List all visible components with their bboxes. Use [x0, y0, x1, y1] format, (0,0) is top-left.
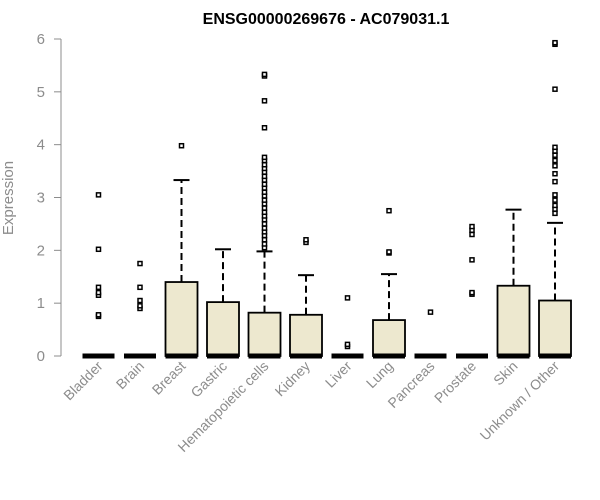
- outlier-point: [137, 284, 143, 291]
- y-tick-label-3: 3: [37, 190, 45, 207]
- outlier-point: [552, 144, 558, 151]
- category-label-9: Prostate: [431, 358, 479, 406]
- box-kidney: [289, 237, 323, 359]
- box-group: [82, 39, 572, 359]
- outlier-point: [261, 125, 268, 131]
- outlier-point: [261, 98, 268, 104]
- outlier-point: [261, 189, 268, 195]
- outlier-point: [469, 289, 475, 296]
- box-skin: [496, 208, 531, 359]
- outlier-point: [552, 202, 558, 209]
- outlier-point: [178, 142, 185, 149]
- outlier-point: [469, 223, 475, 230]
- y-tick-label-0: 0: [37, 348, 45, 365]
- box-body: [289, 313, 323, 357]
- outlier-point: [344, 295, 351, 301]
- outlier-point: [552, 192, 558, 198]
- outlier-point: [261, 237, 268, 243]
- category-label-1: Brain: [113, 358, 147, 392]
- outlier-point: [261, 209, 268, 216]
- outlier-point: [261, 197, 268, 203]
- box-pancreas: [414, 309, 447, 359]
- outlier-point: [95, 284, 102, 291]
- outlier-point: [261, 173, 268, 180]
- box-gastric: [206, 248, 240, 359]
- outlier-point: [261, 154, 268, 161]
- outlier-point: [344, 341, 351, 348]
- outlier-point: [137, 260, 143, 267]
- outlier-point: [95, 246, 102, 253]
- box-body: [372, 319, 406, 357]
- outlier-point: [552, 170, 558, 177]
- y-tick-label-5: 5: [37, 84, 45, 101]
- box-liver: [331, 295, 364, 359]
- outlier-point: [95, 192, 102, 198]
- category-label-5: Kidney: [272, 358, 314, 400]
- outlier-point: [552, 197, 558, 203]
- outlier-point: [261, 205, 268, 211]
- outlier-point: [261, 221, 268, 227]
- outlier-point: [261, 241, 268, 247]
- box-body: [164, 281, 199, 357]
- box-brain: [124, 260, 156, 359]
- category-label-0: Bladder: [60, 358, 106, 404]
- category-label-2: Breast: [149, 358, 189, 398]
- outlier-point: [261, 225, 268, 231]
- category-label-7: Lung: [363, 358, 396, 391]
- outlier-point: [469, 257, 475, 263]
- box-hematopoietic-cells: [247, 71, 282, 359]
- box-bladder: [82, 192, 115, 359]
- y-tick-label-6: 6: [37, 31, 45, 48]
- outlier-point: [552, 210, 558, 217]
- y-axis-label: Expression: [0, 161, 17, 235]
- box-prostate: [456, 223, 488, 359]
- box-body: [496, 284, 531, 357]
- box-body: [538, 299, 572, 357]
- box-unknown-other: [538, 39, 572, 359]
- outlier-point: [552, 157, 558, 164]
- outlier-point: [552, 39, 558, 46]
- category-label-6: Liver: [322, 358, 355, 391]
- outlier-point: [386, 249, 392, 255]
- outlier-point: [261, 161, 268, 168]
- category-label-11: Unknown / Other: [477, 358, 563, 444]
- chart-title: ENSG00000269676 - AC079031.1: [203, 11, 450, 28]
- y-tick-label-1: 1: [37, 295, 45, 312]
- box-body: [247, 311, 282, 357]
- outlier-point: [95, 289, 102, 296]
- y-tick-label-2: 2: [37, 242, 45, 259]
- outlier-point: [552, 152, 558, 158]
- y-tick-label-4: 4: [37, 137, 45, 154]
- outlier-point: [469, 231, 475, 238]
- outlier-point: [303, 237, 309, 243]
- outlier-point: [95, 312, 102, 318]
- category-label-10: Skin: [490, 358, 521, 389]
- outlier-point: [137, 297, 143, 304]
- outlier-point: [552, 178, 558, 185]
- outlier-point: [137, 303, 143, 309]
- outlier-point: [261, 181, 268, 188]
- outlier-point: [261, 71, 268, 78]
- outlier-point: [386, 207, 392, 214]
- outlier-point: [552, 163, 558, 169]
- box-breast: [164, 142, 199, 359]
- axes: 0 1 2 3 4 5 6: [37, 31, 62, 365]
- outlier-point: [427, 309, 434, 315]
- outlier-point: [552, 86, 558, 92]
- box-body: [206, 301, 240, 357]
- box-lung: [372, 207, 406, 359]
